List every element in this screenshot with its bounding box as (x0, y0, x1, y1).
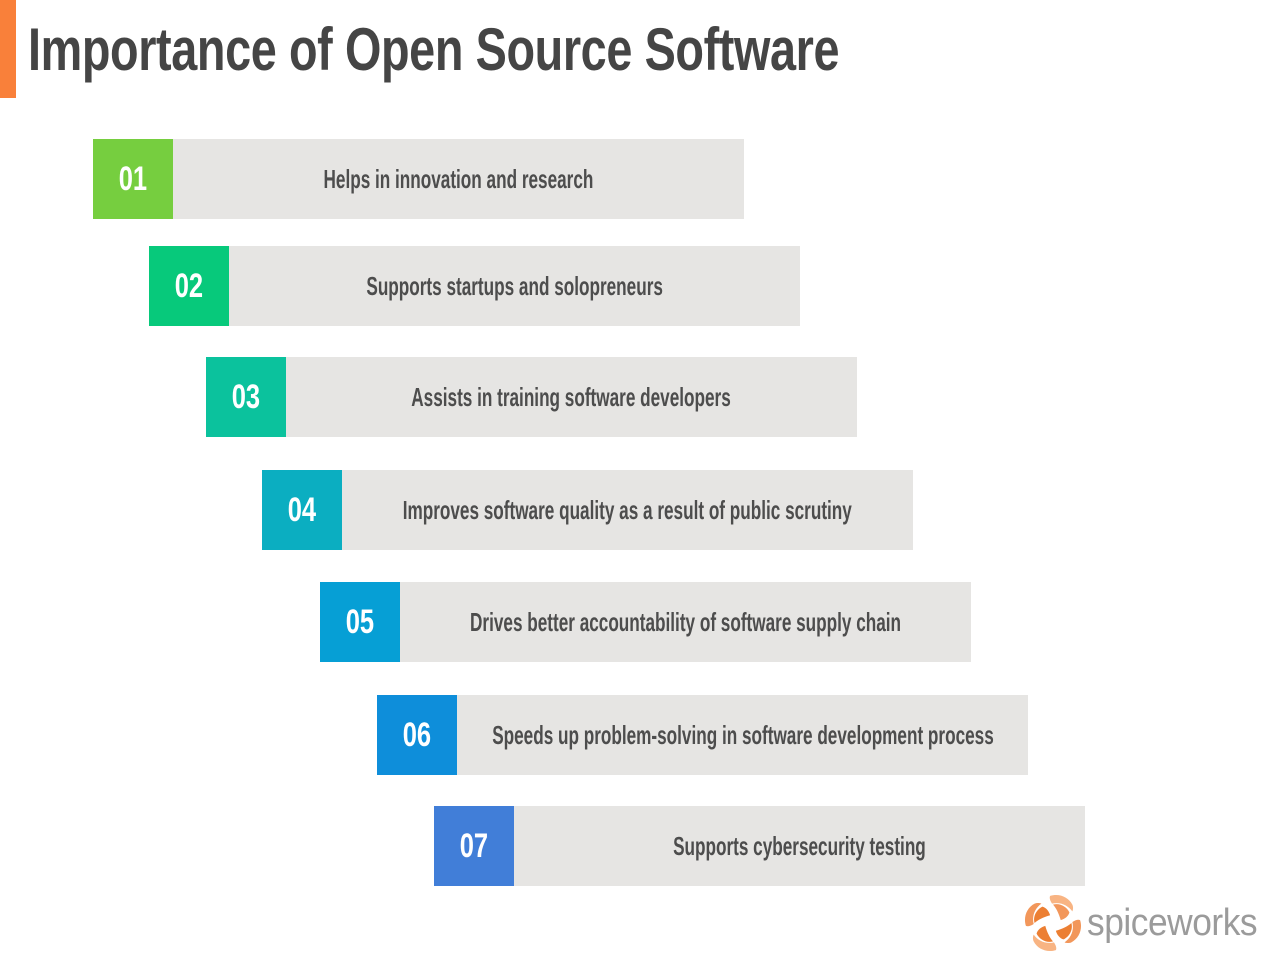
spiceworks-pinwheel-icon (1024, 894, 1082, 952)
list-item: 06 Speeds up problem-solving in software… (377, 695, 1028, 775)
item-number-badge: 05 (320, 582, 400, 662)
item-label: Speeds up problem-solving in software de… (491, 719, 994, 750)
item-bar: Helps in innovation and research (173, 139, 744, 219)
item-number: 06 (402, 715, 432, 754)
item-number: 03 (231, 377, 261, 416)
list-item: 01 Helps in innovation and research (93, 139, 744, 219)
item-bar: Improves software quality as a result of… (342, 470, 913, 550)
item-number-badge: 07 (434, 806, 514, 886)
item-label: Supports startups and solopreneurs (366, 270, 663, 301)
item-number: 04 (287, 490, 317, 529)
item-number-badge: 02 (149, 246, 229, 326)
spiceworks-wordmark: spiceworks (1087, 901, 1258, 944)
list-item: 07 Supports cybersecurity testing (434, 806, 1085, 886)
item-bar: Assists in training software developers (286, 357, 857, 437)
item-bar: Drives better accountability of software… (400, 582, 971, 662)
item-label: Helps in innovation and research (323, 163, 594, 194)
item-number-badge: 06 (377, 695, 457, 775)
list-item: 02 Supports startups and solopreneurs (149, 246, 800, 326)
list-item: 03 Assists in training software develope… (206, 357, 857, 437)
item-number: 01 (118, 159, 148, 198)
item-bar: Speeds up problem-solving in software de… (457, 695, 1028, 775)
item-label: Improves software quality as a result of… (402, 494, 853, 525)
list-item: 04 Improves software quality as a result… (262, 470, 913, 550)
page-title: Importance of Open Source Software (28, 15, 840, 83)
item-number-badge: 03 (206, 357, 286, 437)
item-label: Supports cybersecurity testing (673, 830, 926, 861)
item-bar: Supports cybersecurity testing (514, 806, 1085, 886)
item-label: Assists in training software developers (411, 381, 732, 412)
item-label: Drives better accountability of software… (470, 606, 902, 637)
list-item: 05 Drives better accountability of softw… (320, 582, 971, 662)
item-number-badge: 04 (262, 470, 342, 550)
item-number: 07 (459, 826, 489, 865)
item-number: 05 (345, 602, 375, 641)
title-accent-bar (0, 0, 16, 98)
item-number: 02 (174, 266, 204, 305)
item-number-badge: 01 (93, 139, 173, 219)
item-bar: Supports startups and solopreneurs (229, 246, 800, 326)
spiceworks-brand: spiceworks (1024, 890, 1264, 956)
